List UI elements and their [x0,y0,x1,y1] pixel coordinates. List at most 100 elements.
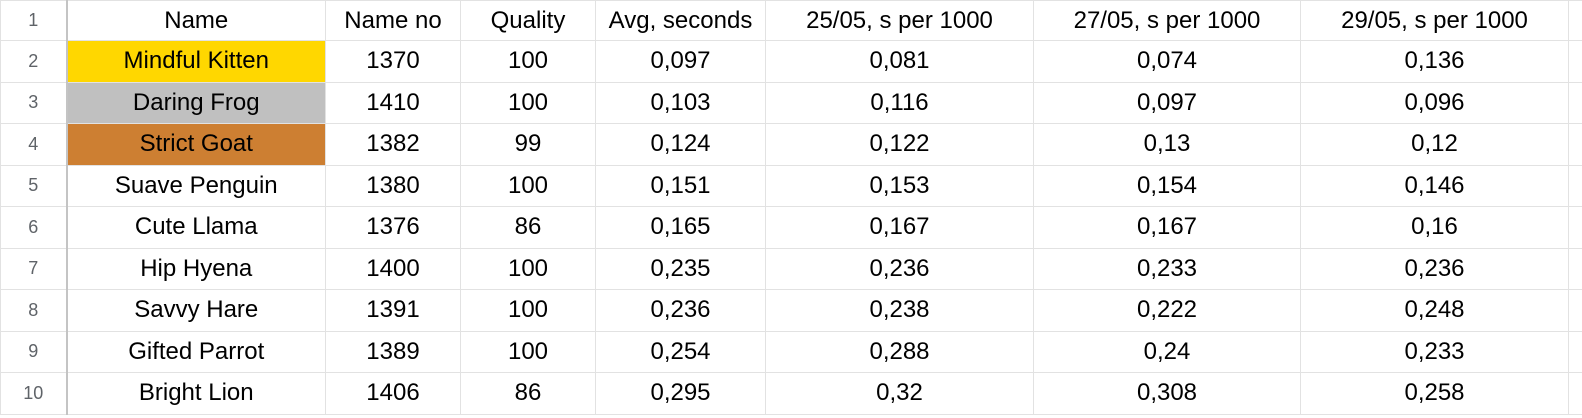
sheet-row: 6 Cute Llama 1376 86 0,165 0,167 0,167 0,16 [0,206,1582,249]
value-cell[interactable]: 0,24 [1033,330,1301,373]
column-header[interactable]: 25/05, s per 1000 [765,0,1034,41]
empty-cell[interactable] [1568,206,1582,249]
value-cell[interactable]: 0,116 [765,81,1034,124]
value-cell[interactable]: 0,146 [1300,164,1569,207]
value-cell[interactable]: 0,153 [765,164,1034,207]
value-cell[interactable]: 0,32 [765,372,1034,415]
empty-cell[interactable] [1568,372,1582,415]
value-cell[interactable]: 100 [460,330,596,373]
column-header[interactable]: 27/05, s per 1000 [1033,0,1301,41]
value-cell[interactable]: 0,238 [765,289,1034,332]
value-cell[interactable]: 0,233 [1300,330,1569,373]
sheet-row: 3 Daring Frog 1410 100 0,103 0,116 0,097 0,096 [0,81,1582,124]
value-cell[interactable]: 0,236 [595,289,766,332]
column-header[interactable]: 29/05, s per 1000 [1300,0,1569,41]
value-cell[interactable]: 1370 [325,40,461,83]
value-cell[interactable]: 0,103 [595,81,766,124]
value-cell[interactable]: 100 [460,40,596,83]
value-cell[interactable]: 1391 [325,289,461,332]
empty-cell[interactable] [1568,123,1582,166]
value-cell[interactable]: 0,074 [1033,40,1301,83]
name-cell[interactable]: Mindful Kitten [66,40,326,83]
value-cell[interactable]: 1382 [325,123,461,166]
value-cell[interactable]: 0,081 [765,40,1034,83]
value-cell[interactable]: 0,295 [595,372,766,415]
sheet-row: 10 Bright Lion 1406 86 0,295 0,32 0,308 0,258 [0,372,1582,415]
row-number[interactable]: 6 [0,206,68,249]
row-number[interactable]: 5 [0,164,68,207]
name-cell[interactable]: Gifted Parrot [66,330,326,373]
value-cell[interactable]: 0,16 [1300,206,1569,249]
empty-cell[interactable] [1568,81,1582,124]
value-cell[interactable]: 1400 [325,247,461,290]
name-cell[interactable]: Daring Frog [66,81,326,124]
name-cell[interactable]: Strict Goat [66,123,326,166]
sheet-row: 1 Name Name no Quality Avg, seconds 25/05, s … [0,0,1582,41]
empty-cell[interactable] [1568,164,1582,207]
value-cell[interactable]: 86 [460,206,596,249]
empty-cell[interactable] [1568,330,1582,373]
column-header[interactable]: Quality [460,0,596,41]
name-cell[interactable]: Cute Llama [66,206,326,249]
value-cell[interactable]: 86 [460,372,596,415]
row-number[interactable]: 4 [0,123,68,166]
name-cell[interactable]: Bright Lion [66,372,326,415]
column-header[interactable]: Name [66,0,326,41]
value-cell[interactable]: 1389 [325,330,461,373]
value-cell[interactable]: 0,13 [1033,123,1301,166]
value-cell[interactable]: 0,235 [595,247,766,290]
column-header[interactable]: Name no [325,0,461,41]
row-number[interactable]: 9 [0,330,68,373]
value-cell[interactable]: 1376 [325,206,461,249]
value-cell[interactable]: 100 [460,81,596,124]
row-number[interactable]: 3 [0,81,68,124]
value-cell[interactable]: 0,165 [595,206,766,249]
value-cell[interactable]: 0,236 [765,247,1034,290]
value-cell[interactable]: 0,096 [1300,81,1569,124]
value-cell[interactable]: 0,248 [1300,289,1569,332]
value-cell[interactable]: 0,254 [595,330,766,373]
name-cell[interactable]: Suave Penguin [66,164,326,207]
name-cell[interactable]: Hip Hyena [66,247,326,290]
value-cell[interactable]: 1410 [325,81,461,124]
value-cell[interactable]: 0,167 [765,206,1034,249]
value-cell[interactable]: 0,12 [1300,123,1569,166]
row-number[interactable]: 2 [0,40,68,83]
value-cell[interactable]: 0,151 [595,164,766,207]
value-cell[interactable]: 0,233 [1033,247,1301,290]
sheet-row: 9 Gifted Parrot 1389 100 0,254 0,288 0,24 0,233 [0,330,1582,373]
value-cell[interactable]: 0,097 [595,40,766,83]
value-cell[interactable]: 0,308 [1033,372,1301,415]
value-cell[interactable]: 99 [460,123,596,166]
row-number[interactable]: 8 [0,289,68,332]
sheet-row: 7 Hip Hyena 1400 100 0,235 0,236 0,233 0,236 [0,247,1582,290]
value-cell[interactable]: 1406 [325,372,461,415]
value-cell[interactable]: 100 [460,289,596,332]
value-cell[interactable]: 0,167 [1033,206,1301,249]
value-cell[interactable]: 0,236 [1300,247,1569,290]
empty-cell[interactable] [1568,40,1582,83]
value-cell[interactable]: 100 [460,164,596,207]
value-cell[interactable]: 0,122 [765,123,1034,166]
value-cell[interactable]: 0,288 [765,330,1034,373]
column-header[interactable]: Avg, seconds [595,0,766,41]
name-cell[interactable]: Savvy Hare [66,289,326,332]
value-cell[interactable]: 0,222 [1033,289,1301,332]
row-number[interactable]: 1 [0,0,68,41]
sheet-row: 4 Strict Goat 1382 99 0,124 0,122 0,13 0,12 [0,123,1582,166]
sheet-row: 2 Mindful Kitten 1370 100 0,097 0,081 0,074 0,1… [0,40,1582,83]
empty-cell[interactable] [1568,247,1582,290]
value-cell[interactable]: 0,124 [595,123,766,166]
empty-cell[interactable] [1568,0,1582,41]
value-cell[interactable]: 0,154 [1033,164,1301,207]
value-cell[interactable]: 0,258 [1300,372,1569,415]
value-cell[interactable]: 0,097 [1033,81,1301,124]
row-number[interactable]: 10 [0,372,68,415]
value-cell[interactable]: 1380 [325,164,461,207]
empty-cell[interactable] [1568,289,1582,332]
value-cell[interactable]: 0,136 [1300,40,1569,83]
row-number[interactable]: 7 [0,247,68,290]
value-cell[interactable]: 100 [460,247,596,290]
